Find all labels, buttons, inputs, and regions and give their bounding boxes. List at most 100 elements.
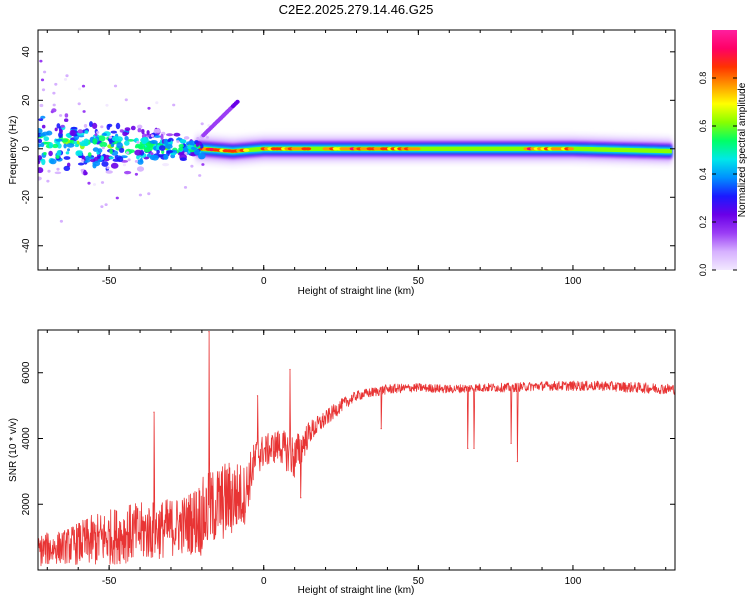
spectrogram-cell <box>183 146 189 153</box>
spectrogram-outlier <box>150 152 154 156</box>
spectrogram-cell <box>84 130 89 134</box>
spectrogram-cell <box>59 128 63 134</box>
spectrogram-cell <box>63 143 67 149</box>
spectrogram-outlier <box>92 183 97 186</box>
spectrogram-cell <box>108 156 114 160</box>
spectrogram-cell <box>414 147 421 151</box>
chart-title: C2E2.2025.279.14.46.G25 <box>279 2 434 17</box>
spectrogram-outlier <box>147 192 151 196</box>
spectrogram-cell <box>178 144 184 148</box>
spectrogram-cell <box>162 163 170 167</box>
spectrogram-cell <box>63 156 71 160</box>
spectrogram-cell <box>77 162 85 166</box>
snr-spike-point <box>510 442 512 444</box>
x-tick-label: 50 <box>413 276 425 287</box>
spectrogram-outlier <box>81 84 86 88</box>
spectrogram-outlier <box>96 131 100 134</box>
spectrogram-outlier <box>52 103 56 107</box>
y-tick-label: 2000 <box>21 493 32 516</box>
spectrogram-cell <box>119 129 124 133</box>
spectrogram-cell <box>99 141 108 148</box>
spectrogram-cell <box>163 138 169 145</box>
spectrogram-cell <box>137 144 146 150</box>
spectrogram-outlier <box>82 110 86 113</box>
colorbar: 0.0 0.2 0.4 0.6 0.8 Normalized spectral ampl… <box>698 30 748 276</box>
spectrogram-cell <box>38 155 42 161</box>
y-tick-label: 40 <box>21 46 32 58</box>
spectrogram-cell <box>49 158 57 165</box>
spectrogram-cell <box>38 176 42 181</box>
spectrogram-cell <box>77 129 84 134</box>
spectrogram-outlier <box>52 91 56 95</box>
spectrogram-cell <box>166 150 174 154</box>
spectrogram-cell <box>150 140 158 144</box>
spectrogram-cell <box>198 152 206 160</box>
spectrogram-cell <box>52 143 59 149</box>
snr-series-line <box>38 331 675 567</box>
spectrogram-cell <box>110 162 119 169</box>
x-tick-label: 50 <box>413 576 425 587</box>
spectrogram-cell <box>115 122 121 130</box>
snr-spike-point <box>467 447 469 449</box>
x-tick-label: 100 <box>565 576 582 587</box>
spectrogram-cell <box>63 118 69 122</box>
spectrogram-cell <box>38 138 43 144</box>
spectrogram-cell <box>39 133 46 137</box>
spectrogram-axes: -50 0 50 100 -40 -20 0 20 40 <box>21 30 675 287</box>
spectrogram-cell <box>183 136 190 140</box>
snr-spike-point <box>516 460 518 463</box>
spectrogram-cell <box>56 150 62 156</box>
colorbar-tick-label: 0.4 <box>698 168 708 181</box>
spectrogram-cell <box>110 143 115 148</box>
spectrogram-outlier <box>138 193 142 197</box>
spectrogram-outlier <box>65 74 69 78</box>
colorbar-label: Normalized spectral amplitude <box>737 82 748 217</box>
spectrogram-cell <box>97 135 106 142</box>
spectrogram-cell <box>64 113 69 118</box>
snr-ylabel: SNR (10 * v/v) <box>8 418 19 482</box>
x-tick-label: 100 <box>565 276 582 287</box>
spectrogram-outlier <box>176 140 180 143</box>
spectrogram-cell <box>156 149 160 154</box>
spectrogram-ylabel: Frequency (Hz) <box>8 116 19 185</box>
spectrogram-cell <box>43 136 50 142</box>
spectrogram-outlier <box>198 174 202 177</box>
spectrogram-outlier <box>100 205 104 209</box>
snr-spike-point <box>153 411 155 413</box>
spectrogram-cell <box>66 143 75 148</box>
spectrogram-cell <box>110 130 118 134</box>
spectrogram-cell <box>143 147 151 153</box>
spectrogram-cell <box>124 170 132 175</box>
spectrogram-cell <box>56 123 61 129</box>
snr-spike-point <box>300 497 302 499</box>
spectrogram-cell <box>48 142 54 149</box>
spectrogram-cell <box>170 152 177 156</box>
spectrogram-marks <box>38 59 672 223</box>
snr-xlabel: Height of straight line (km) <box>298 585 415 596</box>
spectrogram-cell <box>61 138 69 143</box>
spectrogram-outlier <box>122 163 127 167</box>
spectrogram-cell <box>163 153 169 160</box>
spectrogram-outlier <box>50 110 54 114</box>
spectrogram-cell <box>188 140 196 147</box>
spectrogram-cell <box>136 166 145 172</box>
spectrogram-cell <box>103 154 111 162</box>
spectrogram-arm <box>235 99 240 104</box>
spectrogram-cell <box>105 170 113 174</box>
spectrogram-cell <box>89 121 93 128</box>
spectrogram-cell <box>116 142 123 149</box>
spectrogram-outlier <box>172 103 176 107</box>
x-tick-label: -50 <box>102 276 117 287</box>
spectrogram-cell <box>85 155 90 161</box>
colorbar-tick-label: 0.6 <box>698 120 708 133</box>
spectrogram-cell <box>127 149 135 154</box>
spectrogram-cell <box>173 132 181 137</box>
spectrogram-cell <box>54 171 62 175</box>
spectrogram-outlier <box>56 167 60 171</box>
spectrogram-cell <box>69 129 76 136</box>
spectrogram-outlier <box>190 164 194 168</box>
spectrogram-outlier <box>59 219 64 223</box>
spectrogram-cell <box>124 140 130 146</box>
spectrogram-cell <box>43 152 47 156</box>
